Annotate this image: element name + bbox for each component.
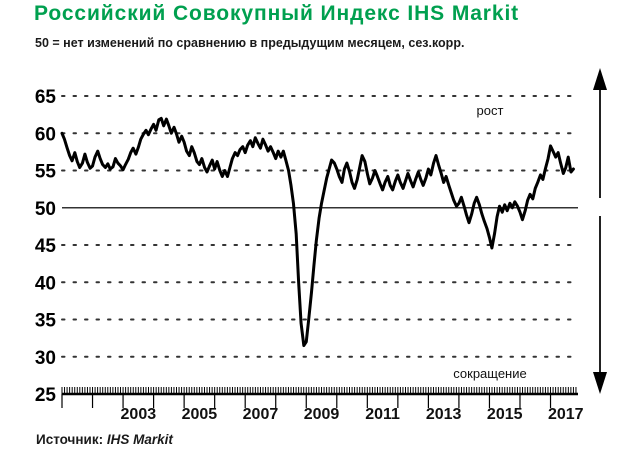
data-series-line — [60, 116, 575, 348]
y-axis-tick-label: 45 — [35, 236, 57, 257]
x-axis-tick-labels: 2003 2005 2007 2009 2011 2013 2015 2017 — [121, 406, 584, 423]
x-axis — [61, 387, 578, 408]
growth-annotation: рост — [477, 103, 504, 118]
x-axis-tick-label: 2003 — [121, 406, 157, 423]
x-axis-tick-label: 2013 — [426, 406, 462, 423]
y-axis-tick-label: 55 — [35, 162, 57, 183]
contraction-annotation: сокращение — [453, 366, 526, 381]
x-axis-tick-label: 2015 — [487, 406, 523, 423]
x-axis-tick-label: 2009 — [304, 406, 340, 423]
chart-subtitle: 50 = нет изменений по сравнению в предыд… — [35, 36, 465, 50]
y-axis-tick-labels: 25 30 35 40 45 50 55 60 65 — [35, 87, 57, 406]
source-value: IHS Markit — [106, 432, 173, 447]
y-axis-tick-label: 40 — [35, 273, 56, 294]
gridlines-group — [61, 95, 579, 358]
x-axis-tick-label: 2005 — [182, 406, 218, 423]
x-axis-tick-label: 2011 — [365, 406, 400, 423]
y-axis-tick-label: 60 — [35, 124, 56, 145]
y-axis-tick-label: 30 — [35, 348, 56, 369]
direction-arrow — [593, 68, 607, 394]
y-axis-tick-label: 35 — [35, 311, 57, 332]
x-axis-tick-label: 2007 — [243, 406, 279, 423]
y-axis-tick-label: 50 — [35, 199, 56, 220]
x-axis-tick-label: 2017 — [548, 406, 584, 423]
source-label: Источник: — [36, 432, 104, 447]
page-title: Российский Совокупный Индекс IHS Markit — [34, 2, 520, 25]
series-polyline — [60, 116, 575, 348]
source-caption: Источник: IHS Markit — [36, 432, 173, 447]
y-axis-tick-label: 65 — [35, 87, 57, 108]
y-axis-tick-label: 25 — [35, 385, 57, 406]
